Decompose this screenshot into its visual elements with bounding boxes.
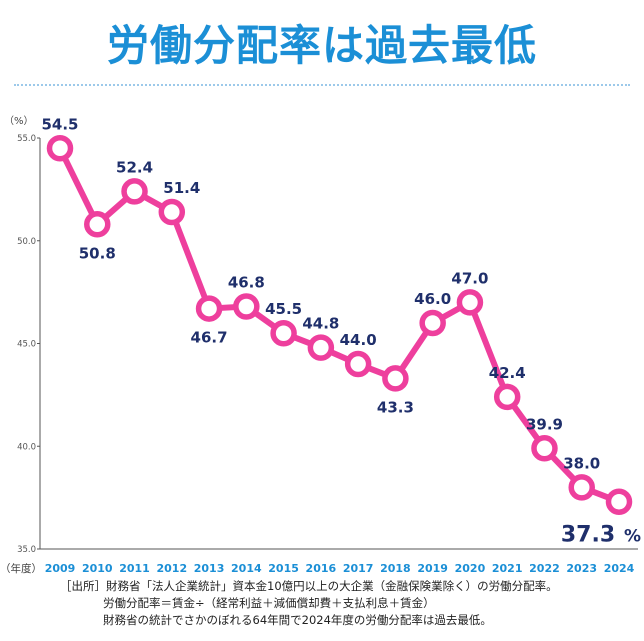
x-tick-label: 2023 (566, 562, 597, 575)
data-point (158, 198, 186, 226)
data-point (195, 295, 223, 322)
data-point (46, 135, 74, 162)
source-line-3: 財務省の統計でさかのぼれる64年間で2024年度の労働分配率は過去最低。 (103, 613, 492, 627)
data-label: 37.3 (561, 523, 615, 548)
source-line-2: 労働分配率＝賃金÷（経常利益＋減価償却費＋支払利息＋賃金） (103, 596, 435, 610)
x-tick-label: 2014 (231, 562, 262, 575)
data-label: 46.0 (414, 290, 451, 308)
data-point (270, 319, 297, 347)
data-point (84, 211, 111, 238)
data-label: 45.5 (265, 300, 302, 318)
data-label: 51.4 (163, 179, 200, 197)
data-label: 38.0 (563, 454, 600, 472)
x-tick-label: 2022 (529, 562, 560, 575)
x-tick-label: 2021 (492, 562, 523, 575)
x-tick-label: 2009 (45, 562, 76, 575)
data-label: 42.4 (489, 364, 526, 382)
data-label: 52.4 (116, 158, 153, 176)
data-label: 44.8 (302, 315, 339, 333)
data-label: 46.7 (191, 329, 228, 347)
data-label: 44.0 (340, 331, 377, 349)
data-label: 43.3 (377, 398, 414, 416)
x-tick-label: 2018 (380, 562, 411, 575)
data-point (493, 383, 521, 411)
data-label-unit: % (624, 527, 641, 547)
y-tick-label: 50.0 (17, 237, 36, 247)
x-tick-label: 2013 (194, 562, 225, 575)
page-title: 労働分配率は過去最低 (106, 20, 537, 70)
x-tick-label: 2015 (268, 562, 299, 575)
y-tick-label: 35.0 (17, 545, 36, 555)
y-tick-label: 45.0 (17, 340, 36, 350)
x-tick-label: 2010 (82, 562, 113, 575)
data-point (531, 435, 558, 462)
x-unit-label: （年度） (0, 562, 42, 575)
x-tick-label: 2024 (604, 562, 635, 575)
x-tick-label: 2012 (156, 562, 187, 575)
data-point (419, 309, 446, 337)
y-tick-label: 55.0 (17, 134, 36, 144)
data-point (307, 334, 335, 361)
data-label: 47.0 (451, 269, 488, 287)
series-line (57, 145, 622, 505)
line-chart: 35.0 40.0 45.0 50.0 55.0 （%） （年度） 2009 2010 2011 2… (0, 115, 641, 575)
data-point (233, 293, 260, 320)
data-point (456, 289, 484, 316)
data-point (382, 365, 409, 392)
data-label: 46.8 (228, 274, 265, 292)
data-label: 54.5 (41, 115, 78, 133)
data-label: 39.9 (526, 415, 563, 433)
data-point (344, 350, 372, 378)
data-label: 50.8 (79, 244, 116, 262)
data-point (121, 178, 148, 205)
source-line-1: ［出所］財務省「法人企業統計」資本金10億円以上の大企業（金融保険業除く）の労働… (60, 579, 558, 593)
y-tick-label: 40.0 (17, 442, 36, 452)
x-tick-label: 2019 (417, 562, 448, 575)
title-divider (14, 84, 630, 86)
x-tick-label: 2011 (119, 562, 150, 575)
y-unit-label: （%） (4, 115, 34, 127)
data-point (605, 488, 633, 515)
data-point (568, 474, 595, 501)
x-tick-label: 2016 (306, 562, 337, 575)
x-tick-label: 2020 (455, 562, 486, 575)
x-tick-label: 2017 (343, 562, 374, 575)
